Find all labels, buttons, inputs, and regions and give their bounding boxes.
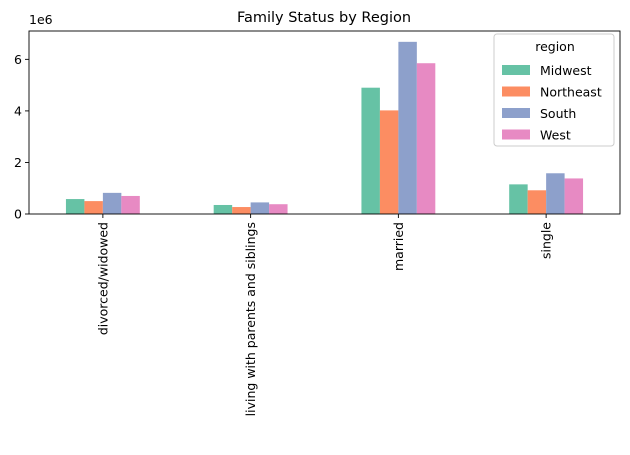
legend-swatch-midwest (502, 65, 530, 75)
legend-label-midwest: Midwest (540, 63, 592, 78)
y-axis-scale-label: 1e6 (29, 12, 53, 27)
legend-swatch-west (502, 129, 530, 140)
bar-south-4 (546, 173, 565, 214)
legend: region Midwest Northeast South West (493, 33, 615, 147)
bar-midwest-4 (509, 184, 528, 214)
bar-midwest-2 (213, 204, 233, 214)
bar-northeast-3 (379, 110, 399, 214)
bars-layer (65, 41, 584, 214)
bar-west-1 (121, 195, 140, 214)
chart-title: Family Status by Region (237, 10, 411, 26)
bar-west-4 (564, 178, 584, 214)
x-tick-label: living with parents and siblings (243, 222, 258, 416)
legend-swatch-northeast (502, 86, 530, 97)
plot-frame (28, 30, 621, 215)
bar-south-1 (102, 192, 122, 214)
bar-west-3 (416, 63, 436, 214)
legend-swatch-south (502, 108, 530, 118)
bar-northeast-4 (527, 190, 547, 214)
bar-south-2 (250, 202, 270, 214)
x-tick-label: divorced/widowed (95, 222, 110, 335)
bar-west-2 (269, 204, 288, 214)
axes-layer: 0 2 4 6 divorced/widowed living with parents … (14, 30, 621, 416)
x-tick-label: married (391, 222, 406, 271)
bar-northeast-1 (84, 201, 103, 214)
x-tick-label: single (539, 222, 554, 259)
y-tick-label: 0 (14, 207, 22, 222)
bar-midwest-3 (361, 87, 380, 214)
y-tick-label: 6 (14, 52, 22, 67)
bar-midwest-1 (65, 199, 85, 214)
y-tick-label: 2 (14, 155, 22, 170)
bar-northeast-2 (232, 207, 251, 214)
bar-south-3 (398, 41, 417, 214)
legend-title: region (535, 39, 575, 54)
legend-label-northeast: Northeast (540, 85, 602, 100)
y-tick-label: 4 (14, 103, 22, 118)
legend-label-west: West (540, 128, 571, 143)
legend-label-south: South (540, 106, 576, 121)
